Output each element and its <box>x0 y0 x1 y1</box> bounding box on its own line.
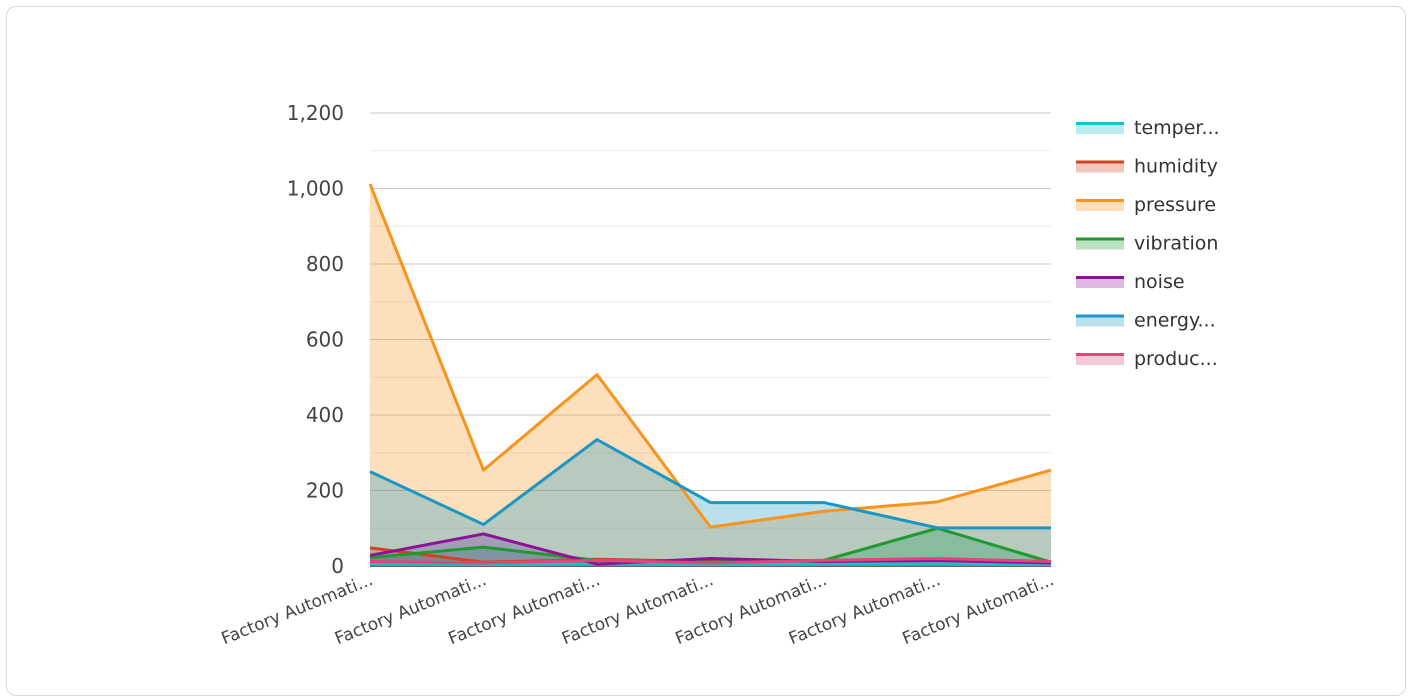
legend-item[interactable]: temper... <box>1076 117 1220 139</box>
legend-item[interactable]: produc... <box>1076 348 1218 370</box>
y-tick-label: 200 <box>306 479 344 503</box>
legend-label: noise <box>1134 271 1185 293</box>
y-tick-label: 0 <box>331 554 344 578</box>
legend-swatch-line <box>1076 315 1124 318</box>
y-tick-label: 1,000 <box>287 177 344 201</box>
legend-swatch-line <box>1076 122 1124 125</box>
legend-swatch-line <box>1076 276 1124 279</box>
x-axis: Factory Automati...Factory Automati...Fa… <box>219 570 1057 649</box>
y-axis: 0 200 400 600 800 1,000 1,200 <box>287 101 344 578</box>
legend-item[interactable]: pressure <box>1076 194 1216 216</box>
legend[interactable]: temper... humidity pressure vibration noise e… <box>1076 117 1220 370</box>
series-areas <box>370 184 1051 566</box>
legend-label: energy... <box>1134 310 1216 332</box>
legend-item[interactable]: humidity <box>1076 156 1218 178</box>
y-tick-label: 600 <box>306 328 344 352</box>
legend-swatch-line <box>1076 353 1124 356</box>
legend-swatch-line <box>1076 199 1124 202</box>
y-tick-label: 1,200 <box>287 101 344 125</box>
legend-label: pressure <box>1134 194 1216 216</box>
legend-item[interactable]: vibration <box>1076 233 1218 255</box>
legend-swatch-line <box>1076 161 1124 164</box>
legend-swatch-line <box>1076 238 1124 241</box>
legend-item[interactable]: energy... <box>1076 310 1216 332</box>
y-tick-label: 400 <box>306 403 344 427</box>
legend-label: temper... <box>1134 117 1220 139</box>
y-tick-label: 800 <box>306 252 344 276</box>
legend-label: vibration <box>1134 233 1218 255</box>
area-chart: 0 200 400 600 800 1,000 1,200 Factory Automati… <box>0 0 1414 682</box>
legend-label: produc... <box>1134 348 1218 370</box>
legend-label: humidity <box>1134 156 1218 178</box>
legend-item[interactable]: noise <box>1076 271 1185 293</box>
